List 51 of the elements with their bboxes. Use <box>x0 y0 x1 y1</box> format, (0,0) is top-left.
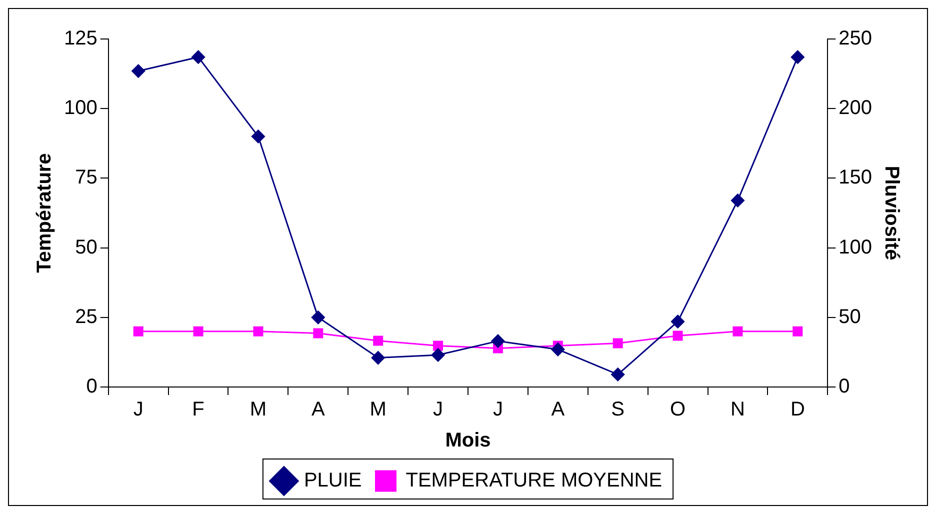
y-tick-label: 50 <box>75 236 98 258</box>
point <box>732 326 743 336</box>
y2-tick-label: 100 <box>838 236 872 258</box>
point <box>433 340 444 351</box>
point <box>373 336 384 346</box>
y2-axis-title: Pluviosité <box>880 166 902 260</box>
point <box>671 314 685 328</box>
x-tick-label: M <box>250 398 267 421</box>
y2-tick-label: 250 <box>838 28 872 50</box>
point <box>611 368 625 382</box>
point <box>551 342 565 356</box>
y2-tick-label: 0 <box>838 376 850 398</box>
point <box>193 326 204 336</box>
y2-tick-label: 200 <box>838 97 872 120</box>
legend-label: PLUIE <box>304 470 362 492</box>
point <box>192 50 206 64</box>
x-tick-label: J <box>492 398 503 421</box>
point <box>491 334 505 348</box>
point <box>431 348 445 362</box>
y-tick-label: 0 <box>86 376 98 398</box>
y-axis-title: Température <box>34 153 56 273</box>
x-tick-label: M <box>370 398 386 421</box>
x-tick-label: A <box>551 398 566 421</box>
point <box>133 326 144 336</box>
x-tick-label: J <box>433 398 444 421</box>
point <box>313 328 324 338</box>
x-axis-title: Mois <box>445 430 491 452</box>
point <box>253 326 264 336</box>
x-tick-label: J <box>133 398 144 421</box>
point <box>730 194 744 208</box>
y-tick-label: 75 <box>75 166 98 189</box>
y-tick-label: 25 <box>75 306 98 328</box>
point <box>132 64 146 78</box>
point <box>792 326 803 336</box>
point <box>672 330 683 341</box>
point <box>612 338 623 348</box>
y2-tick-label: 150 <box>838 166 872 189</box>
x-tick-label: A <box>311 398 326 421</box>
x-tick-label: F <box>192 398 204 421</box>
point <box>790 50 804 64</box>
x-tick-label: O <box>670 398 686 421</box>
y2-tick-label: 50 <box>838 306 861 328</box>
point <box>311 310 325 324</box>
point <box>251 130 265 144</box>
x-tick-label: D <box>790 398 805 421</box>
point <box>371 351 385 365</box>
legend-label: TEMPERATURE MOYENNE <box>406 470 662 492</box>
x-tick-label: S <box>611 398 625 421</box>
x-tick-label: N <box>730 398 745 421</box>
y-tick-label: 125 <box>64 28 98 50</box>
y-tick-label: 100 <box>64 97 98 120</box>
